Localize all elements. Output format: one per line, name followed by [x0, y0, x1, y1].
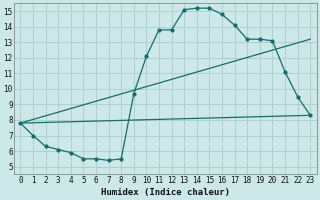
X-axis label: Humidex (Indice chaleur): Humidex (Indice chaleur): [101, 188, 230, 197]
